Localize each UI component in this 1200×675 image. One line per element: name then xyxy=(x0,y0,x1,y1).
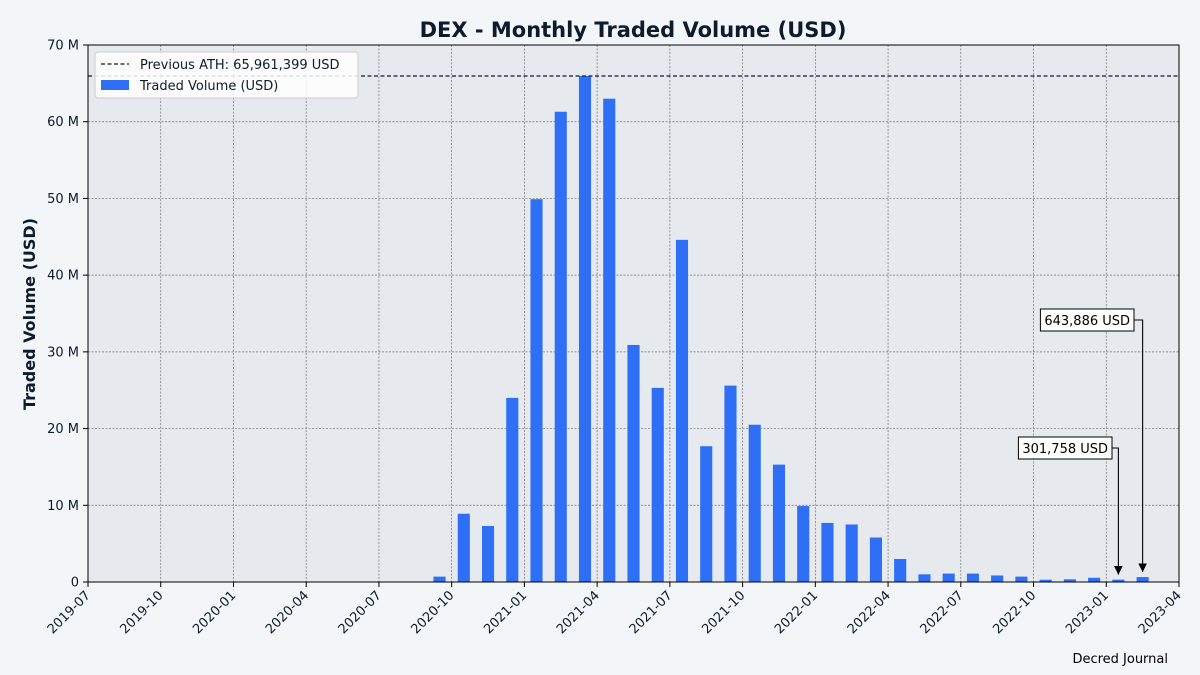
legend: Previous ATH: 65,961,399 USD Traded Volu… xyxy=(94,51,359,99)
x-tick-label: 2020-04 xyxy=(263,588,312,637)
bar xyxy=(1063,579,1076,582)
x-axis: 2019-07 2019-10 2020-01 2020-04 2020-07 2020-… xyxy=(45,582,1185,637)
x-tick-label: 2021-04 xyxy=(554,588,603,637)
bar xyxy=(797,506,810,582)
annotation-label: 643,886 USD xyxy=(1044,314,1130,329)
x-tick-label: 2023-04 xyxy=(1136,588,1185,637)
bar xyxy=(772,464,786,582)
x-tick-label: 2022-04 xyxy=(845,588,894,637)
x-tick-label: 2022-01 xyxy=(772,588,821,637)
bar xyxy=(991,575,1004,582)
x-tick-label: 2021-10 xyxy=(699,588,748,637)
y-axis-label: Traded Volume (USD) xyxy=(20,218,39,410)
bar xyxy=(748,424,761,582)
bar xyxy=(481,525,495,582)
grid xyxy=(88,45,1179,582)
x-tick-label: 2020-01 xyxy=(190,588,239,637)
bar xyxy=(675,239,689,582)
y-tick-label: 40 M xyxy=(47,269,79,284)
bar xyxy=(1088,577,1101,582)
bar xyxy=(457,513,470,582)
bar xyxy=(578,75,592,582)
bar xyxy=(506,397,519,582)
bar xyxy=(1015,576,1028,582)
credit-label: Decred Journal xyxy=(1072,652,1168,667)
bar xyxy=(918,574,931,582)
x-tick-label: 2020-10 xyxy=(408,588,457,637)
bar xyxy=(821,522,834,582)
annotation-box xyxy=(1017,436,1113,460)
bar xyxy=(869,537,883,582)
bar xyxy=(1136,577,1149,582)
bar xyxy=(627,344,640,582)
x-tick-label: 2021-07 xyxy=(627,588,676,637)
bar xyxy=(603,98,616,582)
bar xyxy=(651,387,664,582)
legend-label-volume: Traded Volume (USD) xyxy=(139,79,278,94)
x-tick-label: 2019-10 xyxy=(118,588,167,637)
bar xyxy=(724,385,737,582)
bar xyxy=(700,446,713,582)
x-tick-label: 2022-10 xyxy=(990,588,1039,637)
bar xyxy=(894,558,907,582)
bar xyxy=(845,524,858,582)
bar xyxy=(966,573,979,582)
y-tick-label: 20 M xyxy=(47,422,79,437)
y-tick-label: 60 M xyxy=(47,115,79,130)
y-tick-label: 30 M xyxy=(47,345,79,360)
annotation-arrow xyxy=(1112,447,1123,575)
y-tick-label: 50 M xyxy=(47,192,79,207)
annotation-label: 301,758 USD xyxy=(1022,442,1108,457)
bar xyxy=(554,111,567,583)
chart-title: DEX - Monthly Traded Volume (USD) xyxy=(420,18,847,42)
bar xyxy=(942,573,955,582)
y-tick-label: 0 xyxy=(71,576,79,591)
y-tick-label: 10 M xyxy=(47,499,79,514)
bar xyxy=(433,576,446,582)
plot-frame xyxy=(87,44,1180,583)
bar xyxy=(1112,579,1125,582)
x-tick-label: 2019-07 xyxy=(45,588,94,637)
x-tick-label: 2022-07 xyxy=(918,588,967,637)
y-tick-label: 70 M xyxy=(47,39,79,54)
legend-swatch-volume xyxy=(101,80,129,90)
bar xyxy=(1039,579,1052,582)
x-tick-label: 2020-07 xyxy=(336,588,385,637)
legend-label-ath: Previous ATH: 65,961,399 USD xyxy=(140,58,340,73)
legend-box xyxy=(94,51,359,99)
annotation-arrow xyxy=(1134,319,1148,573)
bar xyxy=(530,199,543,582)
bars xyxy=(433,75,1149,583)
annotation-box xyxy=(1039,308,1135,332)
y-axis: 0 10 M 20 M 30 M 40 M 50 M 60 M 70 M xyxy=(47,39,88,591)
x-tick-label: 2021-01 xyxy=(481,588,530,637)
annotations: 643,886 USD 301,758 USD xyxy=(1017,308,1148,575)
x-tick-label: 2023-01 xyxy=(1063,588,1112,637)
